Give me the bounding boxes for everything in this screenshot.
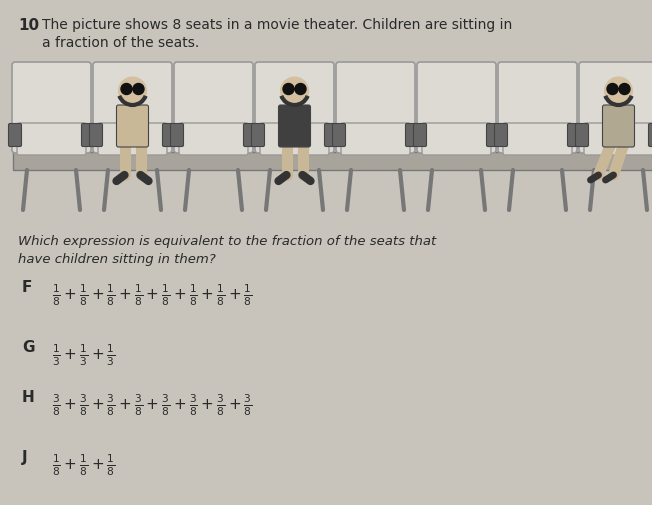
Text: H: H [22,390,35,405]
FancyBboxPatch shape [649,124,652,146]
Text: $\frac{1}{3} + \frac{1}{3} + \frac{1}{3}$: $\frac{1}{3} + \frac{1}{3} + \frac{1}{3}… [52,342,115,368]
FancyBboxPatch shape [117,105,149,147]
FancyBboxPatch shape [584,123,652,155]
FancyBboxPatch shape [252,124,265,146]
FancyBboxPatch shape [171,124,183,146]
Circle shape [133,83,144,94]
FancyBboxPatch shape [486,124,499,146]
FancyBboxPatch shape [174,62,253,153]
Bar [13,152,652,170]
Circle shape [121,83,132,94]
FancyBboxPatch shape [17,123,86,155]
Circle shape [280,77,308,105]
Circle shape [119,77,147,105]
FancyBboxPatch shape [503,123,572,155]
FancyBboxPatch shape [413,124,426,146]
Text: The picture shows 8 seats in a movie theater. Children are sitting in: The picture shows 8 seats in a movie the… [42,18,512,32]
FancyBboxPatch shape [498,62,577,153]
Text: F: F [22,280,33,295]
FancyBboxPatch shape [406,124,419,146]
FancyBboxPatch shape [93,62,172,153]
FancyBboxPatch shape [325,124,338,146]
FancyBboxPatch shape [89,124,102,146]
FancyBboxPatch shape [422,123,491,155]
FancyBboxPatch shape [179,123,248,155]
Text: a fraction of the seats.: a fraction of the seats. [42,36,200,50]
FancyBboxPatch shape [494,124,507,146]
FancyBboxPatch shape [417,62,496,153]
FancyBboxPatch shape [341,123,410,155]
Circle shape [607,83,618,94]
Text: 10: 10 [18,18,39,33]
FancyBboxPatch shape [336,62,415,153]
Circle shape [604,77,632,105]
FancyBboxPatch shape [82,124,95,146]
FancyBboxPatch shape [12,62,91,153]
Text: $\frac{1}{8} + \frac{1}{8} + \frac{1}{8} + \frac{1}{8} + \frac{1}{8} + \frac{1}{: $\frac{1}{8} + \frac{1}{8} + \frac{1}{8}… [52,282,253,308]
Text: J: J [22,450,27,465]
FancyBboxPatch shape [602,105,634,147]
Circle shape [619,83,630,94]
FancyBboxPatch shape [576,124,589,146]
Circle shape [283,83,294,94]
FancyBboxPatch shape [8,124,22,146]
FancyBboxPatch shape [579,62,652,153]
FancyBboxPatch shape [260,123,329,155]
Text: G: G [22,340,35,355]
FancyBboxPatch shape [243,124,256,146]
Text: $\frac{3}{8} + \frac{3}{8} + \frac{3}{8} + \frac{3}{8} + \frac{3}{8} + \frac{3}{: $\frac{3}{8} + \frac{3}{8} + \frac{3}{8}… [52,392,253,418]
FancyBboxPatch shape [162,124,175,146]
Circle shape [295,83,306,94]
Text: have children sitting in them?: have children sitting in them? [18,253,216,266]
Text: $\frac{1}{8} + \frac{1}{8} + \frac{1}{8}$: $\frac{1}{8} + \frac{1}{8} + \frac{1}{8}… [52,452,115,478]
Text: Which expression is equivalent to the fraction of the seats that: Which expression is equivalent to the fr… [18,235,436,248]
FancyBboxPatch shape [278,105,310,147]
FancyBboxPatch shape [98,123,167,155]
FancyBboxPatch shape [255,62,334,153]
FancyBboxPatch shape [567,124,580,146]
FancyBboxPatch shape [333,124,346,146]
